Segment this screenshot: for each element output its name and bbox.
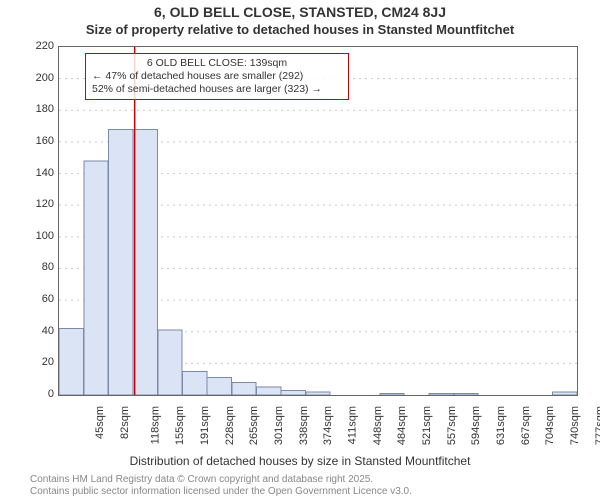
footer-line2: Contains public sector information licen…	[30, 486, 412, 498]
x-tick-label: 374sqm	[322, 406, 334, 445]
analysis-line2: ← 47% of detached houses are smaller (29…	[92, 70, 342, 83]
x-tick-label: 301sqm	[273, 406, 285, 445]
bars-group	[59, 129, 577, 395]
chart-title-sub: Size of property relative to detached ho…	[0, 22, 600, 37]
bar	[207, 378, 231, 395]
x-tick-label: 631sqm	[495, 406, 507, 445]
x-tick-label: 411sqm	[346, 406, 358, 444]
x-tick-label: 155sqm	[174, 406, 186, 445]
x-tick-label: 118sqm	[149, 406, 161, 444]
x-tick-label: 667sqm	[520, 406, 532, 445]
y-tick-label: 60	[14, 293, 54, 305]
bar	[553, 392, 577, 395]
bar	[84, 161, 108, 395]
x-tick-label: 704sqm	[544, 406, 556, 445]
bar	[281, 390, 305, 395]
bar	[454, 393, 478, 395]
bar	[380, 393, 404, 395]
bar	[429, 393, 453, 395]
footer-line1: Contains HM Land Registry data © Crown c…	[30, 474, 412, 486]
y-tick-label: 100	[14, 230, 54, 242]
plot-area: 6 OLD BELL CLOSE: 139sqm ← 47% of detach…	[58, 46, 578, 396]
y-tick-label: 80	[14, 261, 54, 273]
bar	[59, 329, 83, 395]
analysis-line1: 6 OLD BELL CLOSE: 139sqm	[92, 57, 342, 70]
x-tick-label: 521sqm	[421, 406, 433, 445]
y-tick-label: 120	[14, 198, 54, 210]
y-tick-label: 180	[14, 103, 54, 115]
x-tick-label: 740sqm	[569, 406, 581, 445]
analysis-box: 6 OLD BELL CLOSE: 139sqm ← 47% of detach…	[85, 53, 349, 100]
y-tick-label: 0	[14, 388, 54, 400]
bar	[232, 382, 256, 395]
x-tick-label: 265sqm	[248, 406, 260, 445]
chart-container: 6, OLD BELL CLOSE, STANSTED, CM24 8JJ Si…	[0, 0, 600, 500]
bar	[183, 371, 207, 395]
bar	[257, 387, 281, 395]
x-tick-label: 338sqm	[298, 406, 310, 445]
bar	[306, 392, 330, 395]
y-tick-label: 200	[14, 72, 54, 84]
x-tick-label: 448sqm	[372, 406, 384, 445]
y-tick-label: 160	[14, 135, 54, 147]
analysis-line3: 52% of semi-detached houses are larger (…	[92, 83, 342, 96]
bar	[109, 129, 133, 395]
x-axis-title: Distribution of detached houses by size …	[0, 454, 600, 468]
x-tick-label: 45sqm	[94, 406, 106, 439]
x-tick-label: 82sqm	[119, 406, 131, 439]
footer-text: Contains HM Land Registry data © Crown c…	[30, 474, 412, 498]
y-tick-label: 20	[14, 356, 54, 368]
y-tick-label: 220	[14, 40, 54, 52]
x-tick-label: 557sqm	[446, 406, 458, 445]
bar	[133, 129, 157, 395]
bar	[158, 330, 182, 395]
chart-title-main: 6, OLD BELL CLOSE, STANSTED, CM24 8JJ	[0, 4, 600, 20]
y-tick-label: 140	[14, 167, 54, 179]
x-tick-label: 594sqm	[470, 406, 482, 445]
x-tick-label: 484sqm	[396, 406, 408, 445]
y-tick-label: 40	[14, 325, 54, 337]
x-tick-label: 777sqm	[594, 406, 600, 445]
x-tick-label: 191sqm	[199, 406, 211, 445]
x-tick-label: 228sqm	[224, 406, 236, 445]
